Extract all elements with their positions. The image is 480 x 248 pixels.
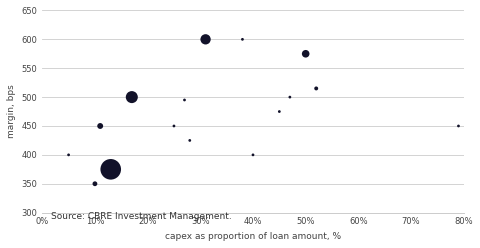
Y-axis label: margin, bps: margin, bps: [7, 85, 16, 138]
Point: [186, 138, 193, 142]
Point: [286, 95, 294, 99]
Point: [249, 153, 257, 157]
Point: [239, 37, 246, 41]
Point: [302, 52, 310, 56]
Point: [170, 124, 178, 128]
Point: [202, 37, 209, 41]
Point: [312, 87, 320, 91]
Point: [128, 95, 136, 99]
X-axis label: capex as proportion of loan amount, %: capex as proportion of loan amount, %: [165, 232, 341, 241]
Point: [65, 153, 72, 157]
Point: [276, 110, 283, 114]
Point: [180, 98, 188, 102]
Point: [91, 182, 99, 186]
Point: [96, 124, 104, 128]
Point: [455, 124, 462, 128]
Text: Source: CBRE Investment Management.: Source: CBRE Investment Management.: [51, 212, 231, 221]
Point: [107, 167, 115, 171]
